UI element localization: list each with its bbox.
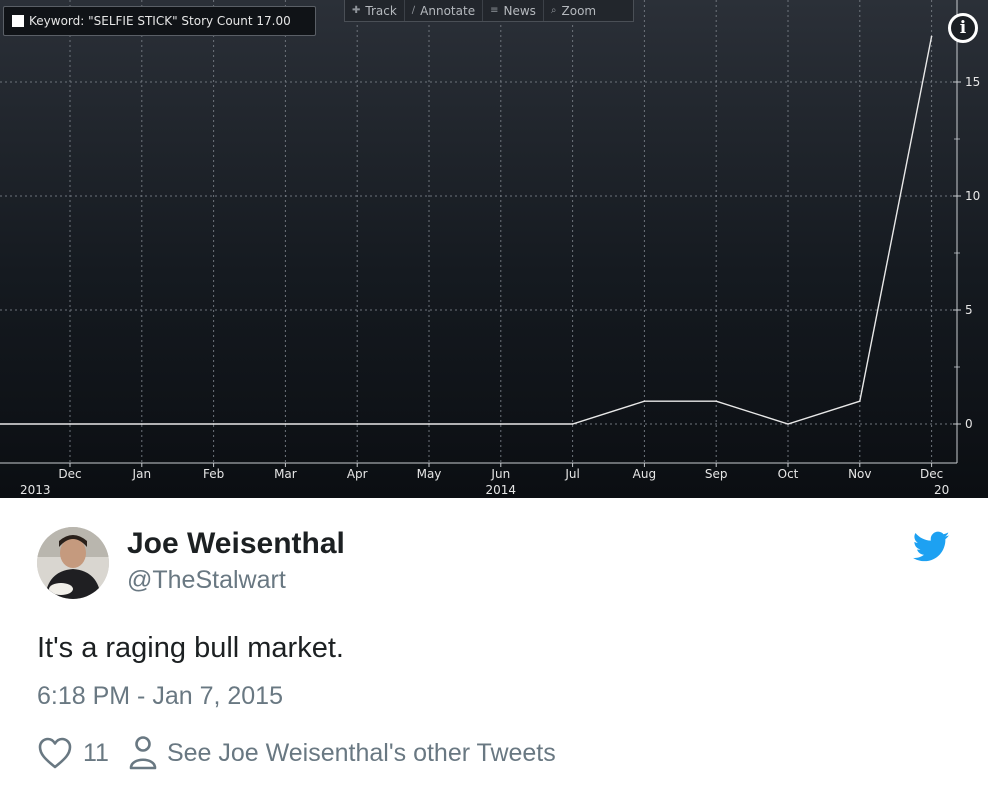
chart-toolbar: ✚ Track ∕ Annotate ≡ News ⌕ Zoom (344, 0, 634, 22)
crosshair-icon: ✚ (352, 5, 361, 16)
like-count: 11 (83, 738, 109, 767)
avatar-photo (37, 527, 109, 599)
story-count-chart: 0 5 10 15 Dec Jan Feb Mar Apr May Jun Jul Aug Sep Oct N… (0, 0, 980, 497)
x-tick-label: Jan (132, 467, 152, 481)
news-button[interactable]: ≡ News (483, 0, 544, 21)
magnifier-icon: ⌕ (550, 5, 557, 16)
data-point (859, 400, 861, 403)
series-line (0, 36, 933, 425)
author-name[interactable]: Joe Weisenthal (127, 527, 345, 560)
avatar[interactable] (37, 527, 109, 599)
data-point (500, 423, 502, 425)
data-point (787, 423, 789, 425)
x-tick-label: Nov (848, 467, 871, 481)
y-tick-label: 10 (965, 189, 980, 203)
news-icon: ≡ (490, 5, 499, 16)
x-tick-label: Jun (490, 467, 510, 481)
data-point (930, 35, 933, 38)
data-point (715, 400, 717, 403)
info-icon[interactable]: i (948, 13, 978, 43)
x-tick-label: Sep (705, 467, 728, 481)
y-tick-label: 0 (965, 417, 973, 431)
x-tick-label: Jul (564, 467, 579, 481)
data-point (571, 423, 574, 425)
x-tick-label: Feb (203, 467, 224, 481)
tweet-text: It's a raging bull market. (37, 632, 344, 664)
other-tweets-label: See Joe Weisenthal's other Tweets (166, 738, 556, 767)
track-label: Track (365, 3, 397, 18)
data-point (428, 423, 430, 425)
y-tick-label: 5 (965, 303, 973, 317)
data-point (284, 423, 287, 425)
tweet-timestamp[interactable]: 6:18 PM - Jan 7, 2015 (37, 682, 283, 710)
twitter-bird-icon[interactable] (913, 530, 950, 564)
x-tick-label: Apr (347, 467, 368, 481)
author-handle[interactable]: @TheStalwart (127, 566, 286, 594)
data-point (141, 423, 143, 425)
news-label: News (503, 3, 536, 18)
track-button[interactable]: ✚ Track (345, 0, 405, 21)
x-tick-label: Dec (920, 467, 943, 481)
year-label: 2013 (20, 483, 51, 497)
data-point (212, 423, 215, 425)
x-tick-label: Aug (633, 467, 656, 481)
legend-text: Keyword: "SELFIE STICK" Story Count 17.0… (29, 14, 291, 28)
chart-legend: Keyword: "SELFIE STICK" Story Count 17.0… (3, 6, 316, 36)
data-point (643, 400, 646, 403)
data-point (69, 423, 71, 425)
tweet-actions: 11 See Joe Weisenthal's other Tweets (37, 733, 556, 773)
other-tweets-link[interactable]: See Joe Weisenthal's other Tweets (129, 735, 556, 771)
zoom-button[interactable]: ⌕ Zoom (544, 0, 603, 21)
data-point (356, 423, 359, 425)
person-icon (129, 736, 157, 770)
year-label: 2014 (486, 483, 517, 497)
x-tick-label: Dec (58, 467, 81, 481)
x-tick-label: May (417, 467, 442, 481)
y-tick-label: 15 (965, 75, 980, 89)
zoom-label: Zoom (561, 3, 597, 18)
x-tick-label: Mar (274, 467, 297, 481)
heart-icon[interactable] (37, 736, 73, 770)
annotate-button[interactable]: ∕ Annotate (405, 0, 484, 21)
legend-swatch (12, 15, 24, 27)
year-label: 20 (934, 483, 949, 497)
chart-panel: 0 5 10 15 Dec Jan Feb Mar Apr May Jun Jul Aug Sep Oct N… (0, 0, 988, 498)
pencil-icon: ∕ (411, 5, 416, 16)
annotate-label: Annotate (420, 3, 476, 18)
x-tick-label: Oct (778, 467, 799, 481)
